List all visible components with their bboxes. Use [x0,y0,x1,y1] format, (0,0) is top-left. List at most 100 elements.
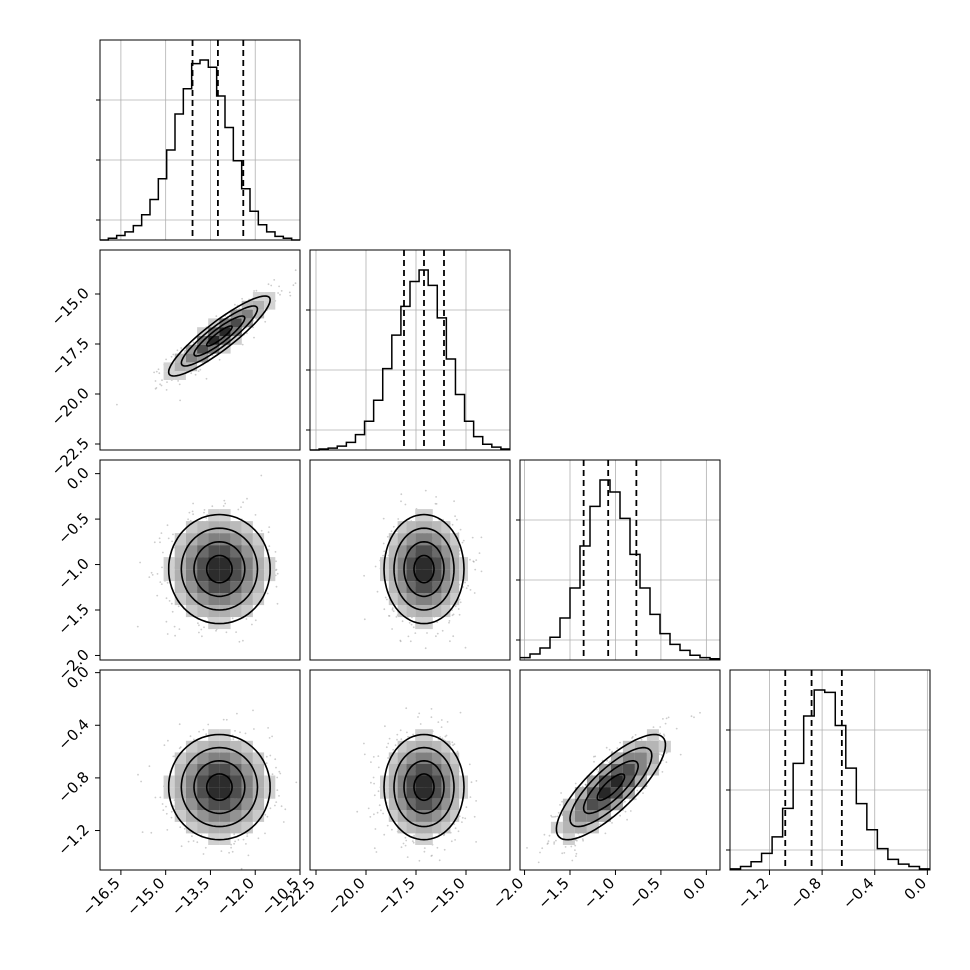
density-cell [241,309,253,319]
scatter-point [236,712,238,715]
scatter-point [284,808,287,811]
density-cell [598,810,611,822]
density-cell [406,569,416,582]
scatter-point [468,763,471,766]
density-cell [252,300,265,310]
scatter-point [448,620,451,622]
density-cell [197,605,209,618]
density-cell [441,810,451,822]
scatter-point [608,761,610,764]
scatter-point [194,373,197,376]
x-tick-label: 0.0 [680,874,710,904]
density-cell [252,593,265,606]
scatter-point [177,605,180,608]
scatter-point [279,293,281,296]
density-cell [230,533,242,546]
panel-frame [309,249,511,451]
density-cell [197,557,209,570]
scatter-point [151,574,154,576]
density-cell [185,787,198,799]
histogram-step-p2 [310,269,510,451]
density-cell [415,569,424,582]
scatter-point [663,735,666,737]
scatter-point [661,771,664,773]
scatter-point [235,631,238,633]
density-cell [241,300,253,310]
scatter-point [624,810,627,813]
density-cell [622,752,635,764]
density-cell [208,763,220,776]
scatter-point [191,510,194,513]
density-cell [406,763,416,776]
density-cell [219,775,231,788]
density-cell [230,569,242,582]
density-cell [450,775,460,788]
density-cell [388,581,398,594]
contour-line [167,295,271,377]
density-cell [586,798,599,811]
scatter-point [280,290,283,292]
scatter-point [550,814,552,817]
scatter-point [370,761,372,763]
scatter-point [439,736,441,738]
scatter-point [294,282,297,285]
density-cell [208,593,220,606]
scatter-point [412,841,415,844]
density-cell [197,787,209,799]
density-cell [441,821,451,834]
density-cell [598,798,611,811]
y-tick-label: −1.2 [54,821,92,859]
scatter-point [616,747,619,749]
scatter-point [269,754,272,757]
scatter-point [162,551,164,554]
scatter-point [399,639,402,642]
contour-line [413,554,435,584]
density-cell [598,763,611,776]
density-cell [441,763,451,776]
scatter-point [203,626,205,629]
scatter-point [222,718,225,721]
scatter-point [190,372,193,375]
density-cell [241,557,253,570]
scatter-point [161,379,163,382]
density-cell [610,763,623,776]
density-cell [174,775,186,788]
scatter-point [435,503,438,505]
density-cell [432,763,442,776]
density-cell [415,810,424,822]
density-cell [185,593,198,606]
density-cell [634,763,647,776]
scatter-point [158,372,161,375]
density-cell [208,336,220,345]
scatter-point [211,354,214,357]
density-cell [424,775,433,788]
scatter-point [230,846,233,849]
scatter-point [382,812,384,815]
scatter-point [207,723,210,726]
density-cell [219,545,231,558]
scatter-point [244,732,247,735]
scatter-point [170,355,173,358]
scatter-point [252,709,254,712]
scatter-point [267,727,269,729]
density-cell [230,740,242,753]
density-cell [230,775,242,788]
scatter-point [407,635,410,638]
scatter-point [471,536,474,539]
scatter-point [202,853,205,855]
scatter-point [166,829,169,831]
scatter-point [667,716,670,719]
scatter-point [184,350,186,353]
density-cell [208,569,220,582]
scatter-point [383,608,386,611]
y-tick-label: −0.8 [54,768,92,806]
density-cell [174,545,186,558]
scatter-point [640,738,643,741]
density-cell [219,593,231,606]
scatter-point [480,536,483,539]
density-cell [252,569,265,582]
scatter-point [644,787,646,790]
scatter-point [631,737,633,739]
scatter-point [547,840,550,842]
scatter-point [629,810,632,812]
